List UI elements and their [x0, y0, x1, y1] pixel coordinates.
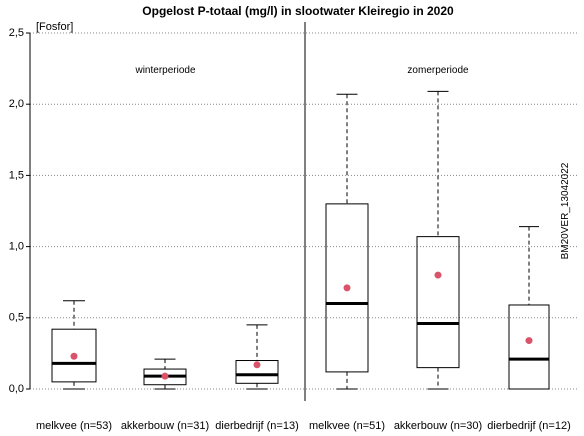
box-4 [416, 90, 460, 390]
y-tick-label-1: 0,5 [9, 312, 24, 324]
iqr-box-2 [235, 360, 279, 384]
chart-title: Opgelost P-totaal (mg/l) in slootwater K… [142, 4, 454, 18]
x-axis-labels: melkvee (n=53) akkerbouw (n=31) dierbedrij… [36, 420, 571, 432]
mean-marker-0 [70, 352, 78, 360]
iqr-box-0 [51, 328, 97, 383]
y-tick-label-5: 2,5 [9, 27, 24, 39]
box-5 [508, 226, 550, 390]
period-labels: winterperiode zomerperiode [134, 65, 469, 76]
y-tick-label-4: 2,0 [9, 98, 24, 110]
mean-marker-1 [161, 372, 169, 380]
parameter-label: [Fosfor] [36, 21, 73, 33]
period-label-0: winterperiode [134, 65, 195, 76]
box-0 [51, 300, 97, 390]
box-3 [325, 93, 369, 390]
mean-marker-4 [434, 271, 442, 279]
x-label-1: akkerbouw (n=31) [121, 420, 209, 432]
mean-marker-5 [525, 337, 533, 345]
x-label-5: dierbedrijf (n=12) [487, 420, 570, 432]
iqr-box-4 [416, 236, 460, 369]
mean-marker-2 [253, 361, 261, 369]
y-tick-label-3: 1,5 [9, 169, 24, 181]
box-1 [143, 358, 187, 390]
y-tick-label-0: 0,0 [9, 383, 24, 395]
box-2 [235, 324, 279, 390]
y-axis: 0,0 0,5 1,0 1,5 2,0 2,5 [9, 27, 31, 395]
grid-lines [30, 32, 578, 390]
x-label-3: melkvee (n=51) [309, 420, 385, 432]
mean-marker-3 [343, 284, 351, 292]
x-label-4: akkerbouw (n=30) [394, 420, 482, 432]
y-tick-label-2: 1,0 [9, 241, 24, 253]
x-label-2: dierbedrijf (n=13) [215, 420, 298, 432]
iqr-box-3 [325, 203, 369, 373]
side-code-label: BM20VER_13042022 [560, 162, 571, 259]
boxes [51, 90, 550, 390]
x-label-0: melkvee (n=53) [36, 420, 112, 432]
period-label-1: zomerperiode [407, 65, 469, 76]
iqr-box-5 [508, 304, 550, 390]
